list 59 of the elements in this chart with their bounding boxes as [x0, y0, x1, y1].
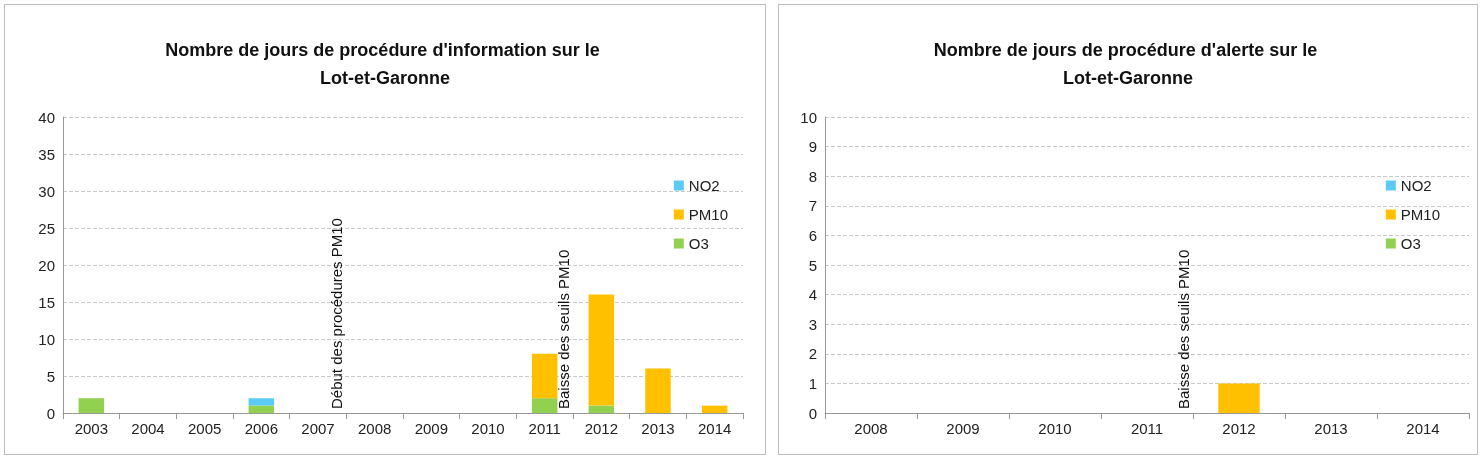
y-tick-label: 10: [800, 108, 817, 126]
x-tick-label: 2012: [1222, 420, 1256, 437]
legend-label: NO2: [1400, 177, 1432, 194]
legend-label: O3: [1400, 235, 1421, 252]
bar: [248, 405, 275, 413]
y-tick-label: 15: [38, 293, 55, 311]
y-tick-label: 40: [38, 108, 55, 126]
y-tick-label: 2: [808, 345, 817, 363]
x-tick-label: 2013: [641, 420, 675, 437]
x-tick-label: 2014: [1406, 420, 1440, 437]
x-tick-label: 2011: [1130, 420, 1164, 437]
x-tick-label: 2011: [528, 420, 561, 437]
y-tick-label: 6: [808, 226, 817, 244]
y-tick-label: 9: [808, 138, 817, 156]
y-tick-label: 5: [46, 367, 55, 385]
x-tick-label: 2005: [187, 420, 222, 437]
x-tick-label: 2014: [697, 420, 732, 437]
y-tick-label: 35: [38, 145, 55, 163]
x-tick-label: 2008: [357, 420, 392, 437]
legend-label: NO2: [688, 177, 720, 194]
bar: [701, 405, 728, 413]
x-tick-label: 2010: [471, 420, 505, 437]
bar: [248, 398, 275, 406]
x-tick-label: 2003: [74, 420, 109, 437]
y-tick-label: 1: [808, 374, 817, 392]
x-tick-label: 2010: [1038, 420, 1072, 437]
x-tick-label: 2009: [414, 420, 449, 437]
x-tick-label: 2004: [131, 420, 165, 437]
legend-label: PM10: [688, 206, 728, 223]
x-tick-label: 2013: [1314, 420, 1348, 437]
bar: [78, 398, 105, 413]
y-tick-label: 0: [808, 404, 817, 422]
legend-label: O3: [688, 235, 709, 252]
x-tick-label: 2007: [301, 420, 335, 437]
y-tick-label: 8: [808, 167, 817, 185]
y-tick-label: 0: [46, 404, 55, 422]
y-tick-label: 20: [38, 256, 55, 274]
annotation: Baisse des seuils PM10: [554, 249, 572, 409]
annotation: Début des procédures PM10: [327, 218, 345, 409]
y-tick-label: 3: [808, 315, 817, 333]
y-tick-label: 7: [808, 197, 817, 215]
x-tick-label: 2008: [854, 420, 888, 437]
bar: [645, 368, 671, 413]
y-tick-label: 30: [38, 182, 55, 200]
bar: [588, 405, 615, 413]
chart-title: Nombre de jours de procédure d'information sur le Lot-et-Garonne: [165, 40, 605, 88]
legend-label: PM10: [1400, 206, 1440, 223]
chart-title: Nombre de jours de procédure d'alerte sur le Lot-et-Garonne: [933, 40, 1323, 88]
bar: [531, 398, 558, 413]
y-tick-label: 25: [38, 219, 55, 237]
bar: [531, 353, 558, 399]
y-tick-label: 4: [808, 286, 817, 304]
y-tick-label: 5: [808, 256, 817, 274]
x-tick-label: 2012: [584, 420, 619, 437]
bar: [588, 294, 615, 406]
x-tick-label: 2009: [946, 420, 980, 437]
annotation: Baisse des seuils PM10: [1174, 249, 1192, 409]
x-tick-label: 2006: [244, 420, 279, 437]
y-tick-label: 10: [38, 330, 55, 348]
